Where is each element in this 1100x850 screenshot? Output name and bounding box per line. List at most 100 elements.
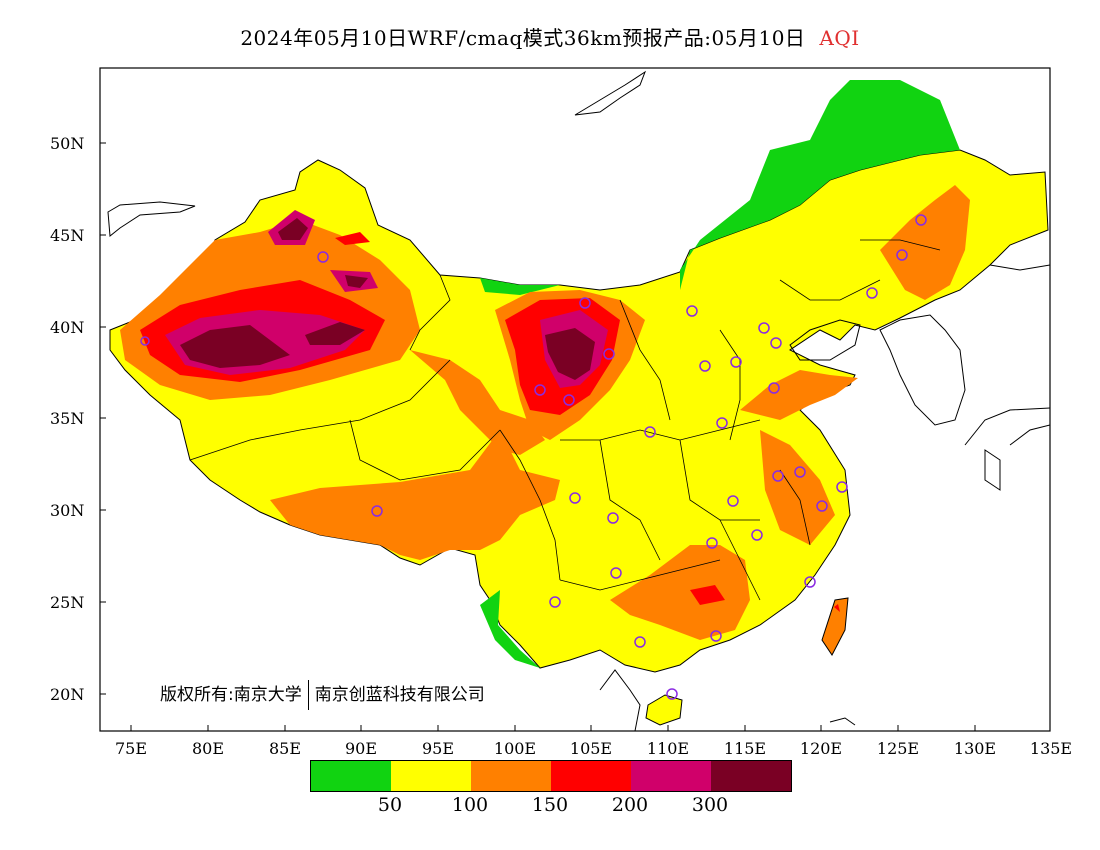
taiwan-red [834,604,840,612]
station-marker [730,356,742,368]
lon-label: 95E [421,739,455,758]
korea-coast [879,314,966,426]
xinjiang-maroon [180,325,290,368]
south-red [690,585,725,605]
lon-label: 130E [953,739,997,758]
copyright-separator [307,680,309,710]
lat-label: 20N [50,685,85,704]
qinghai-orange [410,350,545,455]
lon-label: 135E [1029,739,1073,758]
lon-label: 90E [344,739,378,758]
province-borders [189,239,941,601]
lat-label: 50N [50,134,85,153]
dzungaria-maroon [278,218,308,240]
axis-ticks [100,142,976,731]
indochina-coast [599,669,641,731]
legend-tick: 300 [691,794,729,816]
station-marker [634,636,646,648]
northeast-green-zone [680,80,960,290]
tibet-orange [270,430,560,560]
station-marker [751,529,763,541]
map-title: 2024年05月10日WRF/cmaq模式36km预报产品:05月10日 AQI [0,22,1100,51]
station-marker [603,348,615,360]
station-marker [896,249,908,261]
ningxia-maroon [545,328,595,380]
legend-tick: 50 [377,794,403,816]
lat-label: 35N [50,409,85,428]
station-marker [699,360,711,372]
legend-tick: 200 [611,794,649,816]
station-marker [607,512,619,524]
station-marker [804,576,816,588]
legend-tick: 100 [451,794,489,816]
northeast-orange [880,185,970,300]
east-orange [760,430,835,545]
title-variable: AQI [819,26,860,50]
station-marker [915,214,927,226]
legend-swatch-maroon [711,761,791,791]
station-marker [768,382,780,394]
station-marker [794,466,806,478]
philippines-coast [829,717,856,726]
lon-label: 110E [646,739,690,758]
station-marker [710,630,722,642]
copyright-notice: 版权所有:南京大学 南京创蓝科技有限公司 [160,680,485,710]
legend-swatch-red [551,761,631,791]
taiwan [821,597,849,656]
station-marker [610,567,622,579]
bohai-coast [789,319,861,361]
copyright-right: 南京创蓝科技有限公司 [314,685,485,705]
station-marker [816,500,828,512]
station-marker [770,337,782,349]
station-marker [579,297,591,309]
station-marker [686,305,698,317]
lon-label: 125E [876,739,920,758]
station-marker [866,287,878,299]
lat-label: 40N [50,318,85,337]
station-marker [706,537,718,549]
station-marker [317,251,329,263]
lon-label: 115E [723,739,767,758]
lon-label: 120E [799,739,843,758]
tianshan-maroon [345,275,368,288]
station-markers [140,214,927,700]
station-marker [371,505,383,517]
station-marker [666,688,678,700]
dzungaria-red [335,232,370,245]
southwest-green-patch [480,590,540,668]
legend-tick: 150 [531,794,569,816]
color-legend [310,760,792,792]
lat-label: 45N [50,226,85,245]
lat-label: 25N [50,593,85,612]
lat-label: 30N [50,501,85,520]
northwest-green-strip [480,278,560,295]
lon-label: 75E [114,739,148,758]
japan-coast [964,407,1050,491]
station-marker [140,336,150,346]
xinjiang-maroon-2 [305,322,365,345]
legend-swatch-magenta [631,761,711,791]
station-marker [549,596,561,608]
station-marker [716,417,728,429]
lon-label: 80E [191,739,225,758]
kazakhstan-border [107,201,196,237]
legend-swatch-yellow [391,761,471,791]
copyright-left: 版权所有:南京大学 [160,685,302,705]
legend-swatch-green [311,761,391,791]
legend-swatch-orange [471,761,551,791]
station-marker [644,426,656,438]
station-marker [758,322,770,334]
map-frame [99,67,1051,732]
lake-baikal [574,70,647,116]
station-marker [772,470,784,482]
russia-border [989,264,1050,271]
station-marker [569,492,581,504]
lon-label: 105E [569,739,613,758]
hainan [645,694,683,726]
station-marker [727,495,739,507]
lon-label: 85E [268,739,302,758]
title-main: 2024年05月10日WRF/cmaq模式36km预报产品:05月10日 [240,26,806,50]
station-marker [534,384,546,396]
station-marker [563,394,575,406]
